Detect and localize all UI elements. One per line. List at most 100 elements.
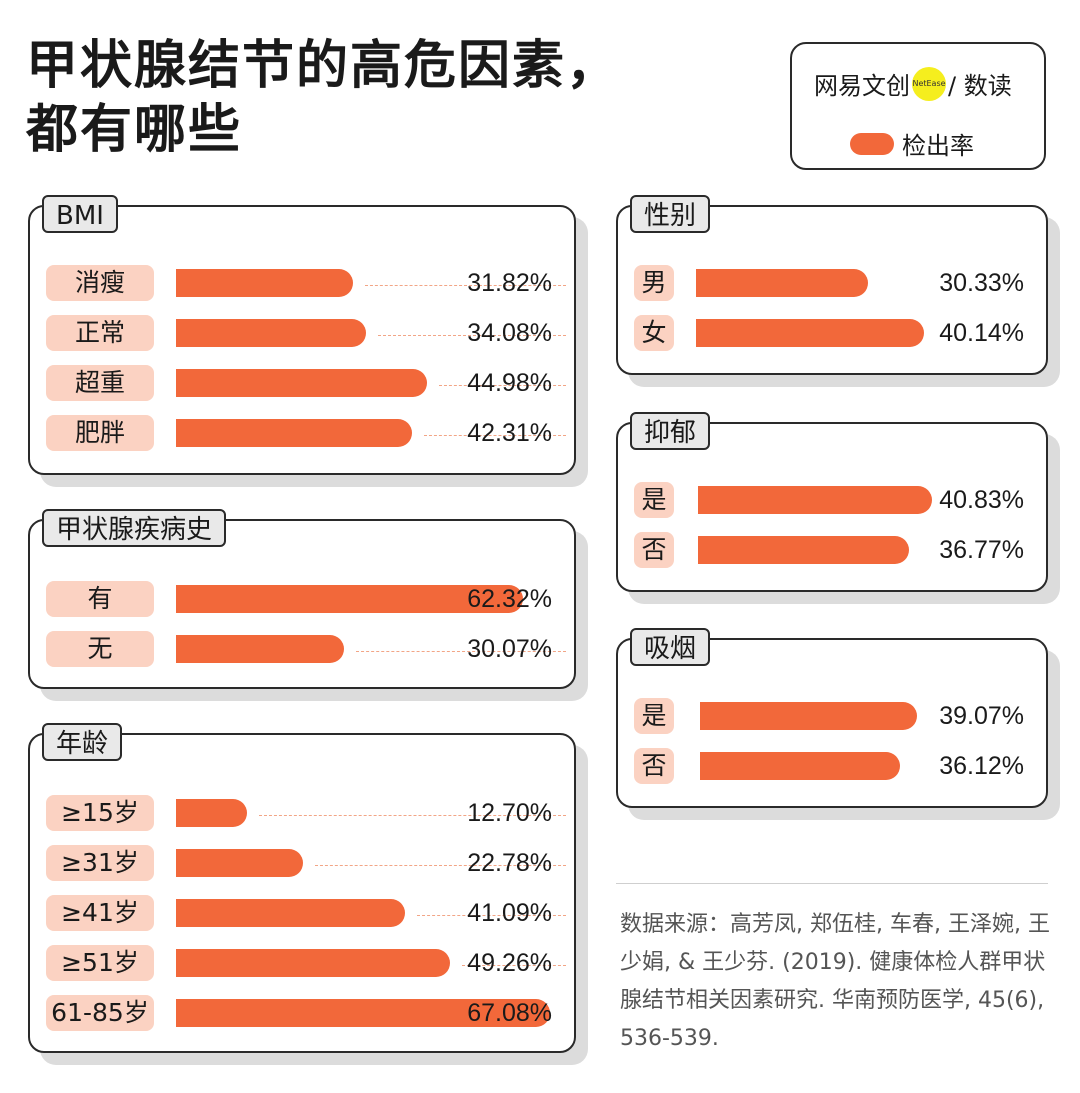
chart-title: BMI <box>42 195 118 233</box>
category-label: 否 <box>634 532 674 568</box>
brand-prefix: 网易文创 <box>814 72 910 100</box>
bar <box>176 369 427 397</box>
bar <box>176 949 451 977</box>
category-label: 女 <box>634 315 674 351</box>
bar-leader-line <box>365 285 566 286</box>
chart-title: 吸烟 <box>630 628 711 666</box>
legend-swatch <box>850 132 894 155</box>
bar-leader-line <box>314 865 566 866</box>
category-label: 超重 <box>46 365 154 401</box>
chart-title: 甲状腺疾病史 <box>42 509 227 547</box>
value-label: 41.09% <box>467 899 552 927</box>
value-label: 30.33% <box>939 269 1024 297</box>
legend-item: 检出率 <box>850 126 974 161</box>
bar-row: 无 30.07% <box>30 629 574 669</box>
bar-row: 否 36.12% <box>618 746 1046 786</box>
bar-track <box>698 534 932 566</box>
value-label: 40.14% <box>939 319 1024 347</box>
divider <box>616 883 1048 884</box>
bar <box>176 849 303 877</box>
category-label: ≥51岁 <box>46 945 154 981</box>
bar-track <box>696 267 924 299</box>
value-label: 39.07% <box>939 702 1024 730</box>
bar-row: ≥51岁 49.26% <box>30 943 574 983</box>
bar-track <box>176 947 566 979</box>
bar <box>176 419 412 447</box>
bar <box>176 585 524 613</box>
value-label: 34.08% <box>467 319 552 347</box>
bar-leader-line <box>377 335 566 336</box>
brand-dot-icon: NetEase <box>912 66 946 101</box>
bar-track <box>176 897 566 929</box>
chart-title: 性别 <box>630 195 711 233</box>
bar-row: ≥31岁 22.78% <box>30 843 574 883</box>
bar-row: 女 40.14% <box>618 313 1046 353</box>
bar-row: 是 39.07% <box>618 696 1046 736</box>
bar-leader-line <box>438 385 566 386</box>
value-label: 12.70% <box>467 799 552 827</box>
bar-track <box>696 317 924 349</box>
value-label: 30.07% <box>467 635 552 663</box>
category-label: 男 <box>634 265 674 301</box>
brand-suffix: / 数读 <box>948 72 1012 100</box>
bar-row: 肥胖 42.31% <box>30 413 574 453</box>
title-line-2: 都有哪些 <box>26 100 243 160</box>
legend-box: 网易文创 NetEase / 数读 检出率 <box>790 42 1046 170</box>
bar <box>696 319 924 347</box>
bar-track <box>176 797 566 829</box>
category-label: 无 <box>46 631 154 667</box>
bar <box>176 635 344 663</box>
bar-row: 超重 44.98% <box>30 363 574 403</box>
bar-row: 正常 34.08% <box>30 313 574 353</box>
bar-track <box>176 367 566 399</box>
bar-track <box>176 583 566 615</box>
bar <box>700 702 917 730</box>
bar <box>176 269 354 297</box>
value-label: 31.82% <box>467 269 552 297</box>
brand-logo: 网易文创 NetEase / 数读 <box>814 66 1012 101</box>
legend-label: 检出率 <box>902 132 974 160</box>
bar-leader-line <box>355 651 566 652</box>
category-label: 肥胖 <box>46 415 154 451</box>
bar-track <box>176 267 566 299</box>
page-title: 甲状腺结节的高危因素， 都有哪些 <box>26 34 620 162</box>
bar-row: 有 62.32% <box>30 579 574 619</box>
bar-track <box>176 417 566 449</box>
bar-track <box>176 633 566 665</box>
value-label: 22.78% <box>467 849 552 877</box>
category-label: 正常 <box>46 315 154 351</box>
category-label: 否 <box>634 748 674 784</box>
value-label: 36.12% <box>939 752 1024 780</box>
bar <box>698 486 932 514</box>
value-label: 44.98% <box>467 369 552 397</box>
source-note: 数据来源：高芳凤, 郑伍桂, 车春, 王泽婉, 王少娟, & 王少芬. (201… <box>620 912 1050 1051</box>
chart-panel: 年龄 ≥15岁 12.70% ≥31岁 22.78% ≥41岁 41.09% ≥51岁 49.2… <box>28 723 576 1053</box>
bar-row: ≥41岁 41.09% <box>30 893 574 933</box>
category-label: 61-85岁 <box>46 995 154 1031</box>
category-label: ≥31岁 <box>46 845 154 881</box>
bar-row: 61-85岁 67.08% <box>30 993 574 1033</box>
bar <box>696 269 869 297</box>
bar <box>176 999 550 1027</box>
bar-track <box>176 997 566 1029</box>
bar-leader-line <box>416 915 566 916</box>
bar-track <box>176 317 566 349</box>
category-label: 是 <box>634 698 674 734</box>
value-label: 42.31% <box>467 419 552 447</box>
category-label: ≥15岁 <box>46 795 154 831</box>
bar-row: 男 30.33% <box>618 263 1046 303</box>
chart-panel: 甲状腺疾病史有 62.32% 无 30.07% <box>28 509 576 689</box>
bar-track <box>700 750 944 782</box>
bar <box>698 536 909 564</box>
bar <box>700 752 901 780</box>
bar-row: ≥15岁 12.70% <box>30 793 574 833</box>
value-label: 62.32% <box>467 585 552 613</box>
value-label: 40.83% <box>939 486 1024 514</box>
chart-title: 年龄 <box>42 723 123 761</box>
value-label: 36.77% <box>939 536 1024 564</box>
chart-title: 抑郁 <box>630 412 711 450</box>
category-label: 消瘦 <box>46 265 154 301</box>
bar-row: 是 40.83% <box>618 480 1046 520</box>
bar <box>176 319 366 347</box>
title-line-1: 甲状腺结节的高危因素， <box>26 36 621 96</box>
